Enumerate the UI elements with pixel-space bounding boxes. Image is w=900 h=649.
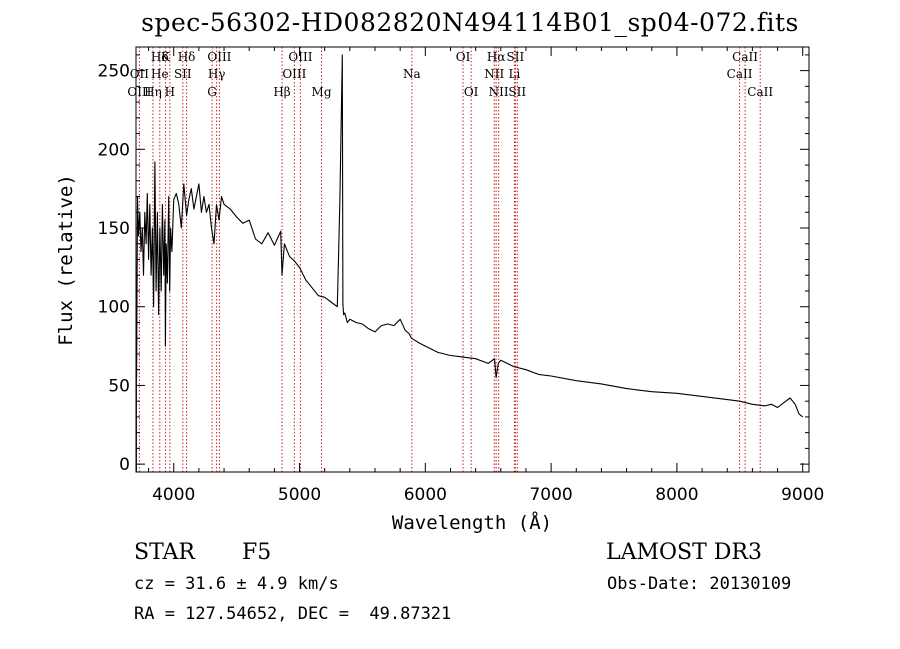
line-label: Hδ — [178, 50, 196, 64]
line-label: Hα — [487, 50, 506, 64]
plot-frame — [135, 46, 810, 473]
line-label: CaII — [727, 67, 753, 81]
line-label: NII — [489, 85, 509, 99]
cz-value: cz = 31.6 ± 4.9 km/s — [134, 574, 339, 594]
line-label: G — [207, 85, 217, 99]
tick-layer: 4000 5000 6000 7000 8000 9000 0 50 100 150 200 250 — [98, 47, 824, 505]
object-type: STAR — [134, 540, 195, 565]
y-tick-label: 0 — [119, 455, 130, 475]
line-label: Hδ — [151, 50, 169, 64]
x-tick-label: 4000 — [152, 485, 195, 505]
y-tick-label: 150 — [98, 219, 130, 239]
line-label: Hγ — [208, 67, 226, 81]
spectrum-layer — [135, 54, 804, 472]
chart-title: spec-56302-HD082820N494114B01_sp04-072.f… — [141, 8, 799, 37]
line-label: CaII — [732, 50, 758, 64]
coordinates: RA = 127.54652, DEC = 49.87321 — [134, 604, 452, 624]
x-tick-label: 6000 — [404, 485, 447, 505]
line-label: SII — [507, 50, 525, 64]
y-tick-label: 200 — [98, 140, 130, 160]
line-label: SII — [508, 85, 526, 99]
line-label: OIII — [288, 50, 312, 64]
line-label: OII — [130, 67, 150, 81]
line-label: He — [151, 67, 169, 81]
y-axis-label: Flux (relative) — [55, 174, 77, 346]
line-label: OIII — [207, 50, 231, 64]
y-tick-label: 250 — [98, 62, 130, 82]
line-label: K — [161, 50, 171, 64]
line-label: Mg — [312, 85, 332, 99]
x-tick-label: 8000 — [655, 485, 698, 505]
line-label: H — [165, 85, 175, 99]
line-label: Hη — [144, 85, 162, 99]
subclass: F5 — [242, 540, 272, 565]
x-axis-label: Wavelength (Å) — [392, 511, 552, 534]
x-tick-label: 5000 — [278, 485, 321, 505]
y-tick-label: 100 — [98, 298, 130, 318]
line-label: Na — [403, 67, 421, 81]
line-label: SII — [174, 67, 192, 81]
line-label: NII — [484, 67, 504, 81]
x-tick-label: 9000 — [781, 485, 824, 505]
line-label: OIII — [127, 85, 151, 99]
y-tick-label: 50 — [108, 376, 130, 396]
line-label: CaII — [747, 85, 773, 99]
line-label: Hβ — [273, 85, 290, 99]
line-marks-layer — [138, 47, 761, 472]
line-label: Li — [508, 67, 520, 81]
line-label: OIII — [282, 67, 306, 81]
line-label: OI — [456, 50, 471, 64]
line-label: OI — [464, 85, 479, 99]
x-tick-label: 7000 — [529, 485, 572, 505]
spectrum-line — [136, 54, 804, 418]
obs-date: Obs-Date: 20130109 — [607, 574, 792, 594]
survey-name: LAMOST DR3 — [606, 540, 762, 565]
